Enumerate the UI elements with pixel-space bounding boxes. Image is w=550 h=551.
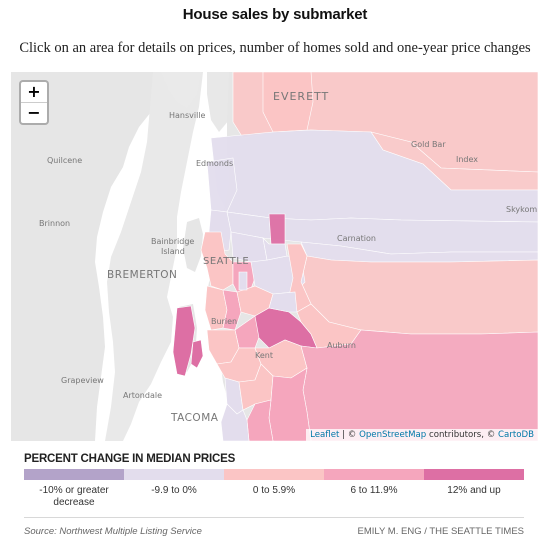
label-island: Island [161, 247, 185, 256]
label-edmonds: Edmonds [196, 159, 233, 168]
legend-item: -9.9 to 0% [124, 469, 224, 509]
legend-swatch [324, 469, 424, 480]
submarket-vashon[interactable] [172, 305, 196, 377]
zoom-in-button[interactable]: + [27, 82, 41, 101]
legend-label-line: -10% or greater [39, 485, 109, 496]
submarket-seattle-central[interactable] [200, 231, 234, 291]
legend-swatch [124, 469, 224, 480]
legend-item: 0 to 5.9% [224, 469, 324, 509]
label-index: Index [456, 155, 478, 164]
footer-divider [24, 517, 524, 518]
legend-label: -10% or greater decrease [24, 485, 124, 509]
legend-label-line: 12% and up [447, 485, 501, 496]
land-olympic [11, 72, 161, 441]
land-kitsap [105, 72, 203, 441]
label-gold-bar: Gold Bar [411, 140, 446, 149]
label-auburn: Auburn [327, 341, 356, 350]
legend-label-line: decrease [53, 497, 95, 508]
label-artondale: Artondale [123, 391, 162, 400]
label-bremerton: BREMERTON [107, 269, 177, 281]
legend-label-line: -9.9 to 0% [151, 485, 197, 496]
zoom-out-button[interactable]: − [21, 102, 47, 123]
submarket-newcastle[interactable] [268, 291, 298, 313]
leaflet-link[interactable]: Leaflet [310, 430, 340, 440]
map-canvas[interactable]: EVERETT Hansville Quilcene Brinnon Bainb… [11, 72, 538, 441]
label-bainbridge: Bainbridge [151, 237, 194, 246]
submarket-auburn[interactable] [268, 367, 312, 441]
legend-title: PERCENT CHANGE IN MEDIAN PRICES [24, 453, 236, 465]
land-bainbridge [183, 218, 203, 272]
label-grapeview: Grapeview [61, 376, 104, 385]
credit-line: EMILY M. ENG / THE SEATTLE TIMES [357, 526, 524, 537]
legend-label: -9.9 to 0% [124, 485, 224, 497]
legend-label: 12% and up [424, 485, 524, 497]
legend-item: 6 to 11.9% [324, 469, 424, 509]
label-brinnon: Brinnon [39, 219, 70, 228]
legend-label-line: 6 to 11.9% [350, 485, 398, 496]
label-kent: Kent [255, 351, 273, 360]
map-attribution: Leaflet | © OpenStreetMap contributors, … [306, 429, 538, 441]
chart-subtitle: Click on an area for details on prices, … [19, 40, 531, 56]
legend-label: 6 to 11.9% [324, 485, 424, 497]
submarket-kirkland[interactable] [262, 237, 288, 261]
carto-link[interactable]: CartoDB [498, 430, 534, 440]
label-everett: EVERETT [273, 90, 329, 103]
attribution-contributors: contributors, © [426, 430, 499, 440]
legend-label-line: 0 to 5.9% [252, 485, 296, 496]
label-hansville: Hansville [169, 111, 206, 120]
legend-label: 0 to 5.9% [224, 485, 324, 497]
label-quilcene: Quilcene [47, 156, 82, 165]
map-container[interactable]: EVERETT Hansville Quilcene Brinnon Bainb… [11, 72, 538, 441]
submarket-edmonds[interactable] [206, 157, 238, 213]
label-burien: Burien [211, 317, 237, 326]
legend-item: 12% and up [424, 469, 524, 509]
land-hansville [161, 72, 201, 108]
legend-swatch [24, 469, 124, 480]
chart-title: House sales by submarket [182, 6, 368, 23]
label-skykomish: Skykomish [506, 205, 538, 214]
submarket-redmond[interactable] [268, 213, 286, 245]
submarket-maury[interactable] [190, 339, 204, 369]
label-tacoma: TACOMA [170, 412, 219, 424]
label-carnation: Carnation [337, 234, 376, 243]
source-note: Source: Northwest Multiple Listing Servi… [24, 526, 202, 537]
legend-item: -10% or greater decrease [24, 469, 124, 509]
osm-link[interactable]: OpenStreetMap [359, 430, 427, 440]
submarket-east-king[interactable] [300, 255, 538, 335]
legend-swatch [224, 469, 324, 480]
legend: -10% or greater decrease -9.9 to 0% 0 to 5.… [24, 469, 524, 509]
submarket-mercer[interactable] [238, 271, 248, 291]
legend-swatch [424, 469, 524, 480]
zoom-control: + − [19, 80, 49, 125]
label-seattle: SEATTLE [203, 256, 249, 267]
submarket-tacoma[interactable] [220, 403, 250, 441]
attribution-sep: | © [339, 430, 360, 440]
